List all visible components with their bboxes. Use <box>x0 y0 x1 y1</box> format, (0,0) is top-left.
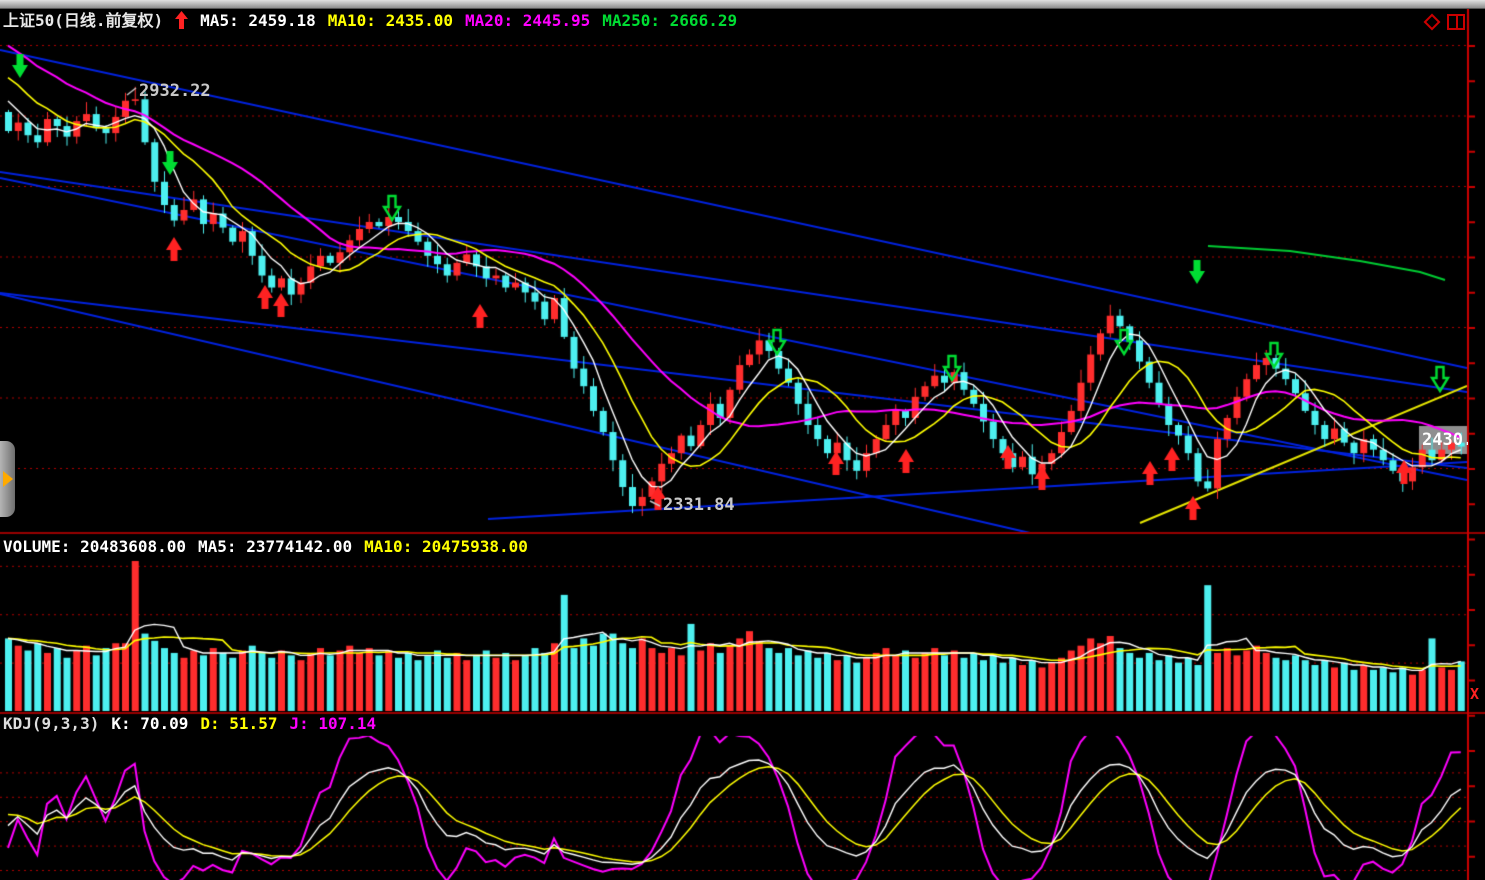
window-top-strip <box>0 0 1485 9</box>
ma20-readout: MA20: 2445.95 <box>465 11 591 30</box>
chevron-right-icon <box>3 471 13 487</box>
diamond-tool-icon[interactable] <box>1422 12 1442 36</box>
kdj-title: KDJ(9,3,3) <box>3 714 100 733</box>
symbol-title: 上证50(日线.前复权) <box>3 11 164 30</box>
left-panel-expander[interactable] <box>0 441 15 517</box>
kdj-panel-header: KDJ(9,3,3) K: 70.09 D: 51.57 J: 107.14 <box>3 714 376 734</box>
last-price-flag: 2430. <box>1422 430 1468 450</box>
trend-up-arrow-icon <box>175 11 189 34</box>
ma10-readout: MA10: 2435.00 <box>327 11 453 30</box>
volume-readout: VOLUME: 20483608.00 <box>3 537 187 556</box>
volume-ma5-readout: MA5: 23774142.00 <box>198 537 353 556</box>
split-window-icon[interactable] <box>1446 12 1466 36</box>
volume-panel-close-button[interactable]: X <box>1470 685 1480 703</box>
volume-ma10-readout: MA10: 20475938.00 <box>364 537 528 556</box>
price-panel-header: 上证50(日线.前复权) MA5: 2459.18 MA10: 2435.00 … <box>3 11 737 34</box>
price-high-label: 2932.22 <box>139 81 211 101</box>
kdj-j-readout: J: 107.14 <box>289 714 377 733</box>
ma5-readout: MA5: 2459.18 <box>200 11 316 30</box>
kdj-k-readout: K: 70.09 <box>111 714 189 733</box>
kdj-d-readout: D: 51.57 <box>200 714 278 733</box>
price-low-label: 2331.84 <box>663 495 735 515</box>
ma250-readout: MA250: 2666.29 <box>602 11 738 30</box>
volume-panel-header: VOLUME: 20483608.00 MA5: 23774142.00 MA1… <box>3 537 528 557</box>
